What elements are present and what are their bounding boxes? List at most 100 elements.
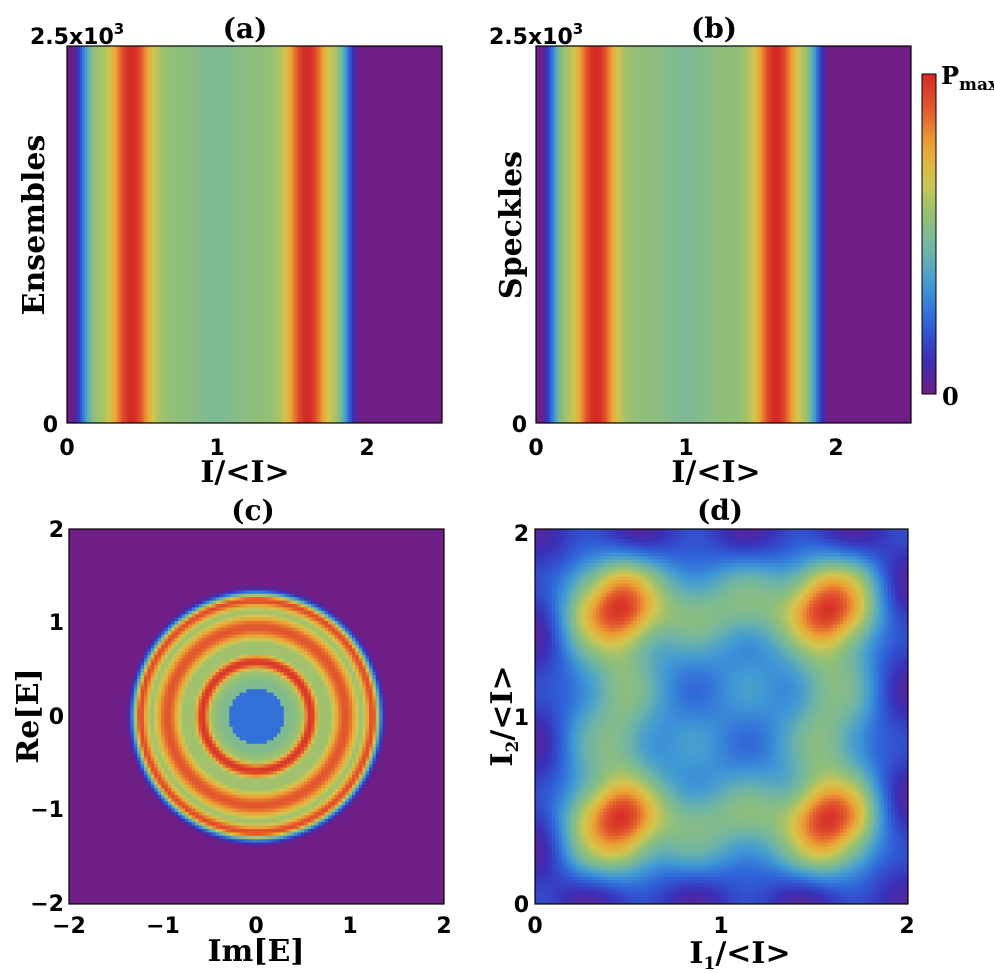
panel-c-cell (420, 543, 424, 547)
panel-c-cell (325, 560, 329, 564)
panel-c-cell (277, 648, 281, 652)
panel-c-cell (103, 546, 107, 550)
panel-c-cell (229, 611, 233, 615)
panel-c-cell (154, 543, 158, 547)
panel-c-cell (86, 587, 90, 591)
panel-c-cell (137, 614, 141, 618)
panel-c-cell (345, 601, 349, 605)
panel-c-cell (335, 543, 339, 547)
panel-c-cell (335, 628, 339, 632)
panel-c-cell (147, 556, 151, 560)
panel-c-cell (178, 604, 182, 608)
panel-c-cell (178, 638, 182, 642)
panel-c-cell (301, 607, 305, 611)
panel-c-cell (185, 560, 189, 564)
panel-c-cell (117, 580, 121, 584)
panel-c-cell (314, 648, 318, 652)
panel-c-cell (400, 570, 404, 574)
panel-c-cell (321, 662, 325, 666)
panel-c-cell (209, 553, 213, 557)
panel-c-cell (424, 546, 428, 550)
panel-c-cell (369, 594, 373, 598)
panel-c-cell (107, 614, 111, 618)
panel-c-cell (260, 587, 264, 591)
panel-c-cell (130, 621, 134, 625)
panel-c-cell (417, 604, 421, 608)
panel-c-cell (83, 587, 87, 591)
panel-c-cell (430, 642, 434, 646)
panel-c-cell (205, 570, 209, 574)
panel-c-cell (137, 584, 141, 588)
panel-c-cell (424, 594, 428, 598)
panel-c-cell (120, 553, 124, 557)
panel-c-cell (222, 635, 226, 639)
panel-c-cell (113, 645, 117, 649)
panel-c-cell (338, 553, 342, 557)
panel-c-cell (113, 580, 117, 584)
panel-c-cell (274, 628, 278, 632)
panel-c-cell (144, 601, 148, 605)
panel-c-cell (137, 567, 141, 571)
panel-c-cell (308, 539, 312, 543)
panel-c-cell (117, 567, 121, 571)
panel-c-cell (260, 580, 264, 584)
panel-c-cell (83, 553, 87, 557)
panel-c-cell (267, 556, 271, 560)
panel-c-cell (386, 532, 390, 536)
panel-c-cell (274, 536, 278, 540)
panel-c-cell (355, 655, 359, 659)
panel-c-cell (366, 553, 370, 557)
panel-c-cell (424, 597, 428, 601)
panel-c-cell (437, 638, 441, 642)
panel-c-cell (335, 618, 339, 622)
panel-c-cell (424, 638, 428, 642)
panel-c-cell (216, 669, 220, 673)
panel-c-cell (239, 662, 243, 666)
panel-c-cell (222, 549, 226, 553)
panel-c-cell (141, 587, 145, 591)
panel-c-cell (205, 556, 209, 560)
panel-c-cell (96, 532, 100, 536)
panel-c-cell (182, 628, 186, 632)
panel-c-cell (263, 607, 267, 611)
panel-c-cell (434, 645, 438, 649)
panel-c-cell (267, 642, 271, 646)
panel-c-cell (274, 597, 278, 601)
panel-c-cell (355, 648, 359, 652)
panel-c-cell (93, 580, 97, 584)
panel-c-cell (420, 611, 424, 615)
panel-c-cell (280, 556, 284, 560)
panel-c-cell (164, 652, 168, 656)
panel-c-cell (335, 553, 339, 557)
panel-c-cell (202, 570, 206, 574)
panel-c-cell (233, 604, 237, 608)
panel-c-cell (393, 556, 397, 560)
panel-c-cell (359, 662, 363, 666)
panel-c-cell (308, 645, 312, 649)
panel-c-cell (338, 560, 342, 564)
panel-c-cell (89, 601, 93, 605)
panel-c-cell (246, 618, 250, 622)
panel-c-cell (342, 594, 346, 598)
panel-c-cell (362, 539, 366, 543)
panel-c-cell (355, 662, 359, 666)
panel-c-cell (120, 539, 124, 543)
panel-c-cell (216, 642, 220, 646)
panel-c-cell (291, 601, 295, 605)
panel-c-cell (107, 563, 111, 567)
panel-c-cell (267, 635, 271, 639)
panel-c-cell (195, 611, 199, 615)
panel-c-cell (297, 655, 301, 659)
panel-c-cell (410, 577, 414, 581)
panel-c-cell (192, 631, 196, 635)
panel-c-cell (120, 662, 124, 666)
panel-c-cell (243, 635, 247, 639)
panel-c-cell (239, 536, 243, 540)
panel-c-cell (362, 597, 366, 601)
panel-c-cell (113, 539, 117, 543)
panel-c-cell (311, 573, 315, 577)
panel-c-cell (195, 659, 199, 663)
panel-c-cell (141, 563, 145, 567)
panel-c-cell (328, 532, 332, 536)
panel-c-cell (226, 556, 230, 560)
